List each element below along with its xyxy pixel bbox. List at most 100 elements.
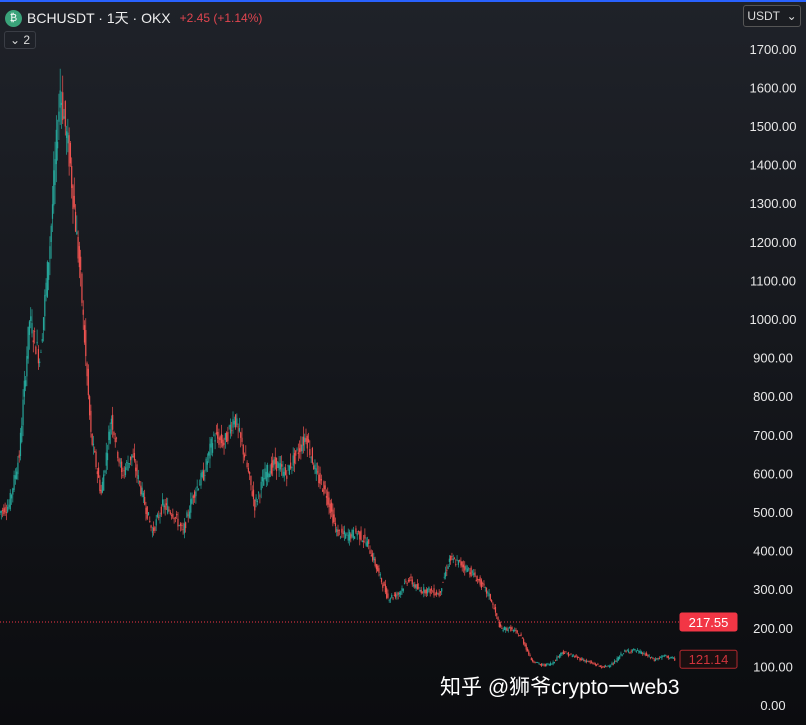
- candle-body: [127, 463, 129, 471]
- y-tick-label: 1600.00: [750, 80, 797, 95]
- candle-body: [572, 655, 575, 657]
- currency-select[interactable]: USDT ⌄: [743, 5, 801, 27]
- candle-body: [579, 657, 581, 661]
- candle-body: [325, 496, 328, 498]
- candle-body: [150, 525, 152, 528]
- y-tick-label: 1300.00: [750, 196, 797, 211]
- candle-body: [670, 656, 672, 659]
- candle-body: [519, 635, 521, 637]
- candle-body: [395, 593, 397, 598]
- candle-body: [27, 326, 29, 359]
- candle-body: [19, 432, 22, 457]
- candle-body: [464, 566, 466, 571]
- candle-body: [333, 514, 335, 523]
- candle-body: [585, 660, 587, 662]
- candle-body: [284, 467, 287, 475]
- candle-body: [234, 414, 237, 428]
- candle-body: [638, 651, 640, 653]
- candle-body: [615, 660, 617, 662]
- indicators-toggle[interactable]: ⌄ 2: [4, 31, 37, 49]
- candle-body: [156, 514, 159, 518]
- candle-body: [97, 467, 100, 478]
- candle-body: [159, 514, 161, 517]
- candle-body: [261, 476, 264, 482]
- candle-body: [96, 471, 98, 475]
- candle-body: [596, 664, 598, 666]
- candle-body: [242, 445, 244, 455]
- candle-body: [416, 584, 418, 590]
- candle-body: [51, 204, 54, 219]
- candle-body: [46, 261, 48, 297]
- candle-body: [611, 663, 613, 666]
- candle-body: [429, 589, 431, 594]
- candle-body: [621, 654, 623, 656]
- candle-body: [200, 473, 202, 486]
- candle-body: [447, 566, 449, 569]
- candle-body: [179, 523, 182, 526]
- candle-body: [613, 660, 616, 664]
- candle-body: [169, 511, 171, 514]
- candle-body: [593, 663, 595, 665]
- candle-body: [411, 579, 413, 585]
- candle-body: [405, 580, 407, 582]
- candle-body: [502, 629, 504, 632]
- candle-body: [565, 651, 567, 653]
- candle-body: [296, 448, 298, 450]
- candle-body: [651, 656, 653, 658]
- candle-body: [92, 443, 95, 445]
- candle-body: [99, 479, 101, 491]
- candle-body: [496, 613, 498, 616]
- candle-body: [149, 520, 151, 522]
- candle-body: [318, 474, 320, 483]
- candle-body: [336, 529, 338, 532]
- candle-body: [374, 558, 376, 566]
- candle-body: [412, 584, 415, 586]
- candle-body: [485, 587, 488, 594]
- candle-body: [360, 530, 362, 541]
- candle-body: [62, 92, 64, 121]
- candle-body: [302, 436, 305, 446]
- candle-body: [1, 510, 4, 512]
- candle-body: [163, 503, 165, 508]
- candle-body: [604, 665, 607, 667]
- candle-body: [380, 578, 383, 583]
- candle-body: [510, 626, 512, 631]
- candle-body: [657, 657, 659, 660]
- candle-body: [167, 505, 169, 514]
- candle-body: [205, 458, 207, 471]
- candle-body: [238, 428, 241, 432]
- candle-body: [307, 439, 310, 443]
- symbol-label[interactable]: BCHUSDT · 1天 · OKX: [27, 10, 171, 26]
- candle-body: [492, 603, 494, 605]
- candle-body: [71, 166, 73, 188]
- candle-body: [191, 498, 193, 504]
- candle-body: [218, 437, 220, 445]
- candle-body: [398, 592, 401, 595]
- candle-body: [0, 511, 1, 514]
- candle-body: [351, 529, 353, 537]
- candle-body: [654, 658, 657, 661]
- candle-body: [537, 662, 539, 663]
- candle-body: [368, 539, 370, 544]
- candle-body: [662, 655, 664, 657]
- candle-body: [476, 579, 479, 580]
- candle-body: [462, 564, 465, 568]
- candle-body: [168, 509, 170, 511]
- candle-body: [393, 594, 395, 596]
- candle-body: [58, 111, 60, 122]
- candle-body: [494, 607, 497, 613]
- candle-body: [524, 642, 526, 646]
- candle-body: [339, 536, 342, 538]
- candle-body: [538, 663, 540, 665]
- candle-body: [465, 565, 467, 570]
- candle-body: [530, 657, 532, 661]
- candle-body: [18, 454, 20, 458]
- candle-body: [483, 583, 485, 586]
- candle-body: [619, 656, 621, 659]
- candle-body: [110, 418, 112, 424]
- candle-body: [164, 505, 166, 510]
- candle-body: [364, 534, 366, 539]
- candle-body: [608, 666, 611, 667]
- candle-body: [293, 453, 296, 464]
